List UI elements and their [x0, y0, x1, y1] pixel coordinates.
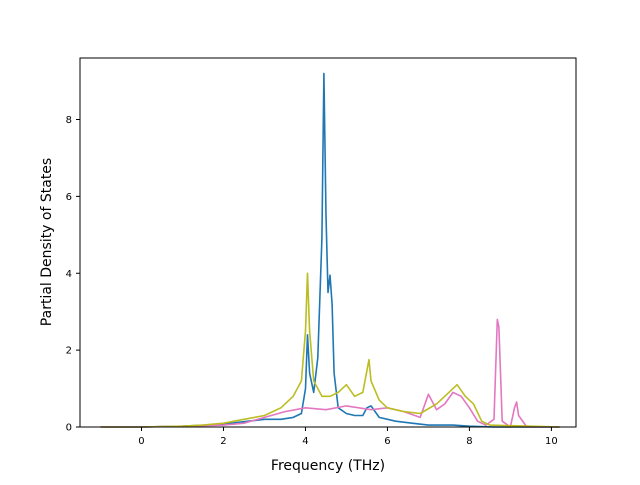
plot-area — [80, 58, 576, 427]
x-tick-label: 8 — [466, 436, 472, 447]
x-tick-label: 2 — [220, 436, 226, 447]
x-tick-label: 10 — [545, 436, 558, 447]
x-tick-label: 0 — [138, 436, 144, 447]
series-layer — [100, 72, 560, 428]
y-axis-label: Partial Density of States — [39, 158, 55, 326]
x-ticks: 0 2 4 6 8 10 — [138, 427, 558, 447]
y-tick-label: 4 — [66, 269, 72, 280]
y-tick-label: 8 — [66, 115, 72, 126]
series-line-1 — [100, 72, 560, 428]
x-tick-label: 6 — [384, 436, 390, 447]
x-axis-label: Frequency (THz) — [271, 458, 385, 474]
y-ticks: 0 2 4 6 8 — [66, 115, 80, 434]
x-tick-label: 4 — [302, 436, 308, 447]
y-tick-label: 2 — [66, 346, 72, 357]
plot-frame — [79, 57, 577, 428]
y-tick-label: 6 — [66, 192, 72, 203]
y-tick-label: 0 — [66, 423, 72, 434]
series-line-3 — [100, 272, 560, 428]
